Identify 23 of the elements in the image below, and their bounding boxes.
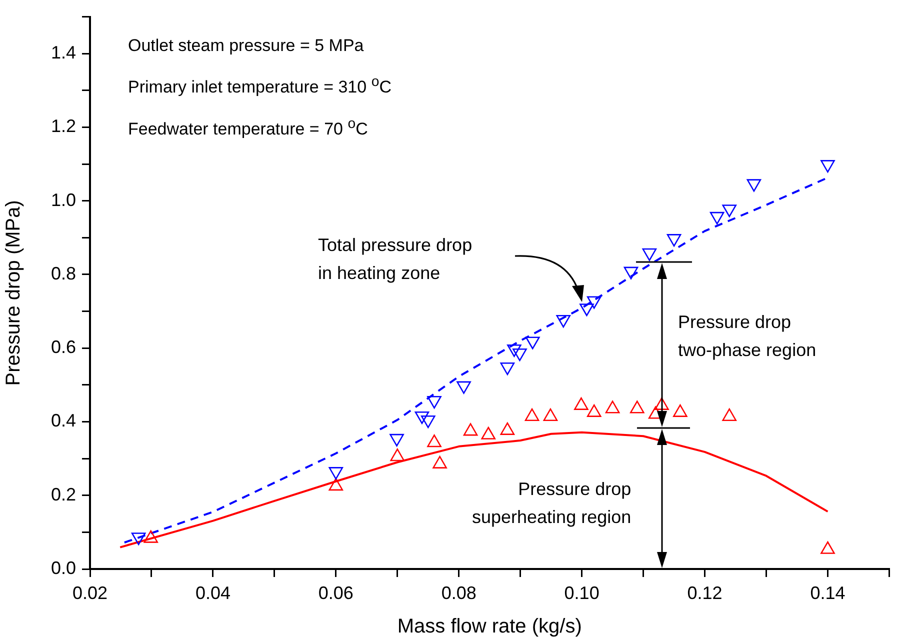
annotation: Feedwater temperature = 70 $^{o}$C (128, 114, 369, 140)
y-tick-label: 1.2 (50, 116, 76, 136)
x-tick-label: 0.10 (564, 582, 600, 603)
annotation: Primary inlet temperature = 310 $^{o}$C (128, 73, 392, 99)
y-tick-label: 1.0 (50, 190, 76, 210)
y-tick-label: 0.6 (50, 337, 76, 358)
y-tick-label: 0.2 (50, 484, 76, 504)
x-tick-label: 0.12 (687, 582, 722, 603)
annotation: Total pressure drop in heating zone (318, 234, 472, 285)
y-tick-label: 0.8 (50, 263, 76, 284)
x-tick-label: 0.06 (318, 582, 354, 603)
x-axis-title: Mass flow rate (kg/s) (397, 616, 582, 638)
x-tick-label: 0.02 (72, 582, 108, 603)
x-tick-label: 0.14 (810, 582, 846, 603)
y-tick-label: 1.4 (50, 42, 76, 63)
y-tick-label: 0.4 (50, 410, 76, 431)
x-tick-label: 0.08 (441, 582, 476, 603)
y-tick-label: 0.0 (50, 558, 76, 578)
annotation: Outlet steam pressure = 5 MPa (128, 35, 365, 57)
annotation: Pressure drop superheating region (472, 478, 632, 529)
y-axis-title: Pressure drop (MPa) (2, 200, 25, 386)
annotation: Pressure drop two-phase region (678, 311, 816, 362)
x-tick-label: 0.04 (195, 582, 230, 603)
